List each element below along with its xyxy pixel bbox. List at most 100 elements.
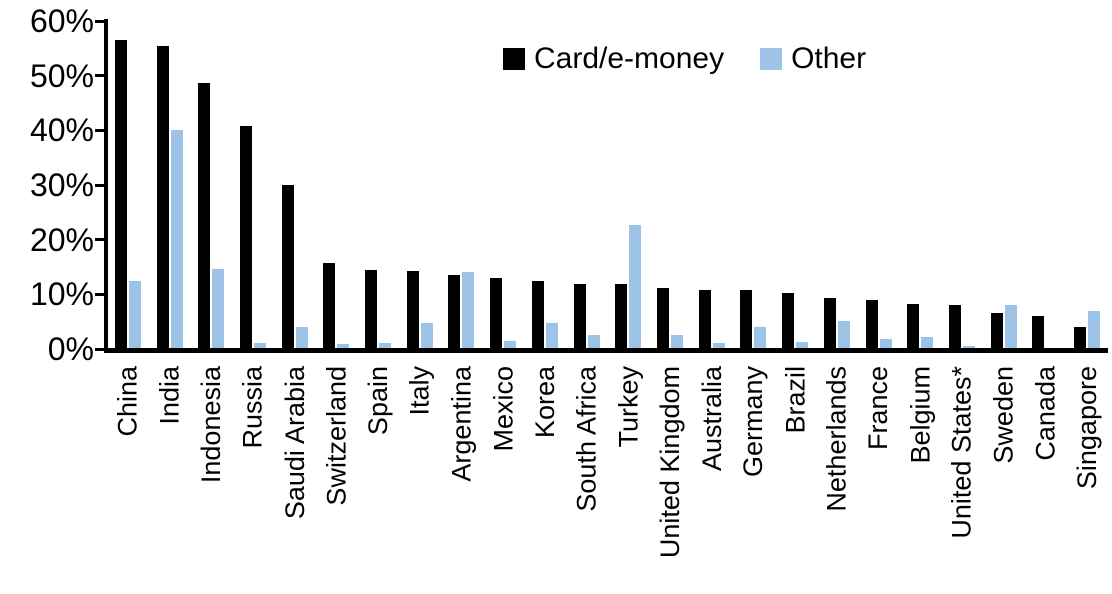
x-label-cell: Saudi Arabia [274, 353, 316, 594]
x-label-cell: Indonesia [190, 353, 232, 594]
plot-area [107, 21, 1108, 348]
bar-card-emoney [198, 83, 211, 348]
bar-card-emoney [907, 303, 920, 348]
bar-card-emoney [990, 312, 1003, 348]
bar-card-emoney [615, 284, 628, 348]
bar-other [754, 326, 767, 348]
x-category-label: South Africa [571, 366, 602, 512]
bar-group [1066, 21, 1108, 348]
bar-card-emoney [1032, 315, 1045, 348]
x-category-label: France [863, 366, 894, 451]
x-category-label: Netherlands [821, 366, 852, 512]
bar-card-emoney [239, 125, 252, 348]
bar-group [482, 21, 524, 348]
x-category-label: Mexico [488, 366, 519, 452]
x-label-cell: Canada [1024, 353, 1066, 594]
bar-card-emoney [406, 270, 419, 348]
x-label-cell: Singapore [1066, 353, 1108, 594]
bar-group [816, 21, 858, 348]
bar-other [629, 224, 642, 348]
legend-swatch-other-icon [760, 48, 783, 70]
x-category-label: Korea [529, 366, 560, 439]
bar-card-emoney [156, 46, 169, 348]
bar-other [921, 337, 934, 348]
x-category-label: Argentina [446, 366, 477, 482]
x-category-label: Australia [696, 366, 727, 472]
bar-group [649, 21, 691, 348]
x-label-cell: Italy [399, 353, 441, 594]
x-category-label: Italy [404, 366, 435, 416]
bar-group [733, 21, 775, 348]
bar-other [879, 339, 892, 348]
chart-legend: Card/e-money Other [503, 42, 866, 75]
bar-other [212, 268, 225, 348]
x-label-cell: Korea [524, 353, 566, 594]
x-category-label: Turkey [613, 366, 644, 448]
x-category-label: Switzerland [321, 366, 352, 506]
x-label-cell: United States* [941, 353, 983, 594]
bar-card-emoney [823, 297, 836, 348]
bar-other [295, 326, 308, 348]
bar-other [420, 322, 433, 348]
bar-card-emoney [1074, 327, 1087, 348]
x-label-cell: Russia [232, 353, 274, 594]
y-tick-label: 10% [29, 276, 94, 313]
bar-other [379, 342, 392, 348]
bar-card-emoney [365, 270, 378, 348]
x-label-cell: Sweden [983, 353, 1025, 594]
x-axis-line [104, 348, 1108, 353]
x-label-cell: Spain [357, 353, 399, 594]
bar-card-emoney [448, 274, 461, 348]
x-label-cell: Switzerland [316, 353, 358, 594]
bar-group [774, 21, 816, 348]
x-category-label: Singapore [1072, 366, 1103, 490]
x-category-label: United Kingdom [655, 366, 685, 559]
bar-group [441, 21, 483, 348]
bar-card-emoney [573, 283, 586, 348]
y-axis-line [104, 19, 108, 350]
y-tick-mark [95, 183, 105, 187]
x-category-label: Brazil [780, 366, 811, 434]
y-tick-mark [95, 128, 105, 132]
x-category-label: Spain [363, 366, 394, 436]
x-label-cell: Brazil [774, 353, 816, 594]
bar-group [524, 21, 566, 348]
bar-group [858, 21, 900, 348]
bar-card-emoney [490, 277, 503, 348]
bar-card-emoney [114, 40, 127, 348]
bar-group [190, 21, 232, 348]
bar-other [712, 342, 725, 348]
x-category-label: Canada [1030, 366, 1061, 461]
bar-other [545, 322, 558, 348]
bar-other [1004, 304, 1017, 348]
legend-item-card-emoney: Card/e-money [503, 42, 724, 76]
bar-other [462, 271, 475, 348]
x-category-label: United States* [946, 366, 977, 539]
bar-card-emoney [865, 300, 878, 348]
x-label-cell: United Kingdom [649, 353, 691, 594]
x-category-label: India [154, 366, 185, 425]
bar-group [399, 21, 441, 348]
x-label-cell: Germany [733, 353, 775, 594]
x-category-label: Indonesia [196, 366, 227, 484]
bar-other [1088, 310, 1101, 348]
bar-group [691, 21, 733, 348]
x-label-cell: Netherlands [816, 353, 858, 594]
bar-group [941, 21, 983, 348]
x-category-label: Sweden [988, 366, 1019, 464]
x-label-cell: Turkey [607, 353, 649, 594]
x-label-cell: India [149, 353, 191, 594]
x-category-label: Germany [738, 366, 769, 478]
bar-card-emoney [948, 305, 961, 348]
bar-card-emoney [323, 262, 336, 348]
x-label-cell: Argentina [441, 353, 483, 594]
x-label-cell: China [107, 353, 149, 594]
bar-other [670, 335, 683, 348]
x-axis-labels: China India Indonesia Russia Saudi Arabia Swi… [107, 353, 1108, 594]
bar-card-emoney [281, 184, 294, 348]
x-label-cell: Australia [691, 353, 733, 594]
bar-card-emoney [531, 281, 544, 348]
y-tick-label: 50% [29, 57, 94, 94]
x-label-cell: South Africa [566, 353, 608, 594]
